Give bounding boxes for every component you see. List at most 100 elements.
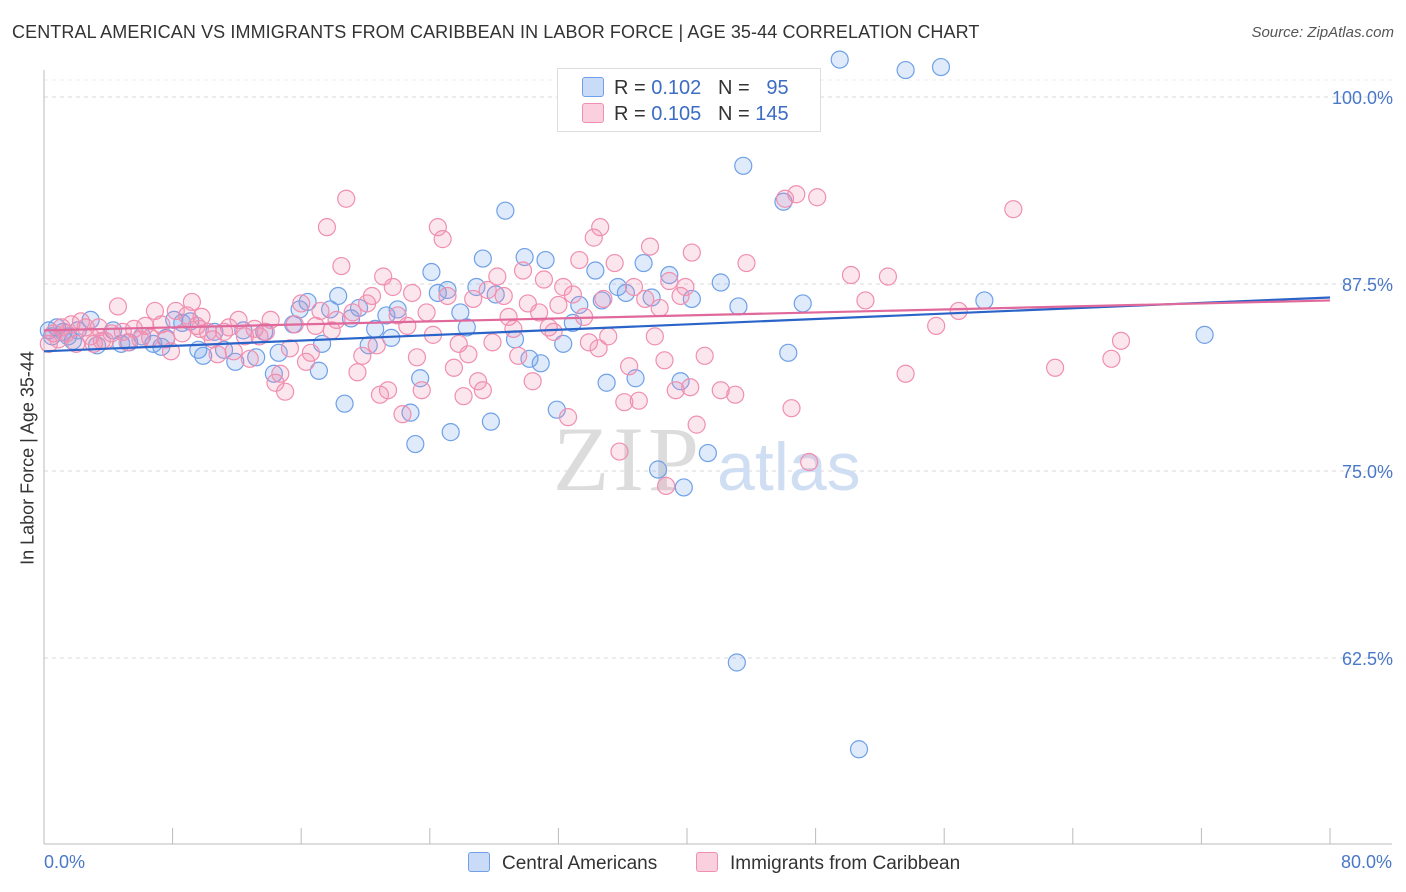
source-label: Source: ZipAtlas.com (1251, 24, 1394, 41)
data-point (444, 358, 464, 377)
bottom-legend-central-americans: Central Americans (468, 852, 657, 875)
data-point (438, 280, 457, 300)
data-point (348, 363, 367, 382)
data-point (830, 50, 849, 69)
data-point (1111, 331, 1131, 350)
stats-legend: R = 0.102 N = 95 R = 0.105 N = 145 (557, 68, 821, 132)
data-point (504, 319, 523, 338)
legend-r-value: 0.102 (651, 77, 702, 99)
data-point (509, 346, 528, 365)
data-point (640, 237, 660, 256)
data-point (136, 316, 155, 335)
data-point (335, 394, 354, 413)
data-point (473, 381, 492, 400)
data-point (76, 318, 95, 337)
data-point (896, 364, 915, 383)
data-point (321, 300, 340, 319)
data-point (438, 286, 457, 306)
data-point (264, 364, 283, 383)
data-point (650, 298, 669, 318)
legend-n-value: 95 (766, 77, 789, 99)
data-point (727, 653, 746, 672)
data-point (467, 277, 486, 297)
watermark-zip: ZIP (553, 408, 703, 510)
data-point (337, 189, 356, 208)
data-point (520, 349, 539, 368)
data-point (441, 423, 460, 442)
data-point (671, 372, 690, 391)
data-point (194, 346, 213, 365)
data-point (800, 452, 819, 472)
data-point (393, 405, 412, 424)
data-point (734, 156, 753, 175)
data-point (367, 336, 386, 355)
y-tick-label: 100.0% (1332, 88, 1393, 108)
data-point (584, 228, 603, 247)
data-point (454, 387, 473, 406)
data-point (269, 343, 288, 362)
legend-row-central-americans: R = 0.102 N = 95 (582, 77, 789, 99)
data-point (931, 57, 951, 77)
data-point (1046, 358, 1065, 377)
data-point (558, 408, 578, 427)
data-point (586, 261, 605, 280)
y-tick-label: 87.5% (1342, 275, 1393, 295)
data-point (597, 373, 616, 392)
data-point (208, 345, 227, 364)
data-point (190, 319, 210, 338)
data-point (666, 381, 685, 400)
data-point (298, 292, 317, 312)
data-point (549, 295, 568, 315)
watermark-atlas: atlas (717, 429, 861, 505)
data-point (634, 253, 653, 273)
data-point (737, 253, 756, 273)
data-point (676, 277, 695, 297)
data-point (388, 300, 407, 319)
data-point (499, 307, 518, 327)
axes (43, 70, 1392, 845)
data-point (362, 286, 382, 306)
x-tick-label-min: 0.0% (44, 852, 86, 872)
data-point (620, 357, 639, 376)
data-point (329, 286, 348, 306)
data-point (166, 301, 185, 321)
data-point (398, 316, 417, 335)
data-point (726, 385, 745, 404)
data-point (343, 303, 362, 322)
data-point (808, 188, 827, 207)
data-point (534, 270, 554, 289)
data-point (629, 391, 648, 410)
data-point (412, 381, 431, 400)
data-point (311, 301, 330, 321)
data-point (327, 310, 346, 330)
data-point (473, 249, 492, 268)
data-point (515, 247, 534, 267)
x-tick-label-max: 80.0% (1340, 852, 1392, 872)
data-point (276, 382, 295, 401)
data-point (615, 393, 634, 412)
data-point (594, 289, 613, 309)
data-point (464, 289, 483, 309)
data-point (1004, 200, 1023, 219)
data-point (655, 351, 674, 370)
data-point (140, 328, 160, 347)
data-point (896, 60, 915, 80)
data-point (563, 285, 582, 304)
data-point (383, 277, 402, 297)
legend-n-value: 145 (755, 103, 789, 125)
bottom-legend-swatch-blue (468, 852, 490, 872)
data-point (483, 333, 502, 352)
bottom-legend-label: Immigrants from Caribbean (730, 853, 961, 874)
data-point (407, 348, 427, 367)
data-point (1102, 349, 1121, 368)
data-point (711, 381, 730, 400)
data-point (332, 256, 351, 276)
bottom-legend-label: Central Americans (502, 853, 658, 874)
data-point (317, 218, 337, 237)
data-point (406, 434, 425, 454)
data-point (975, 291, 994, 310)
data-point (478, 280, 497, 300)
data-point (648, 460, 668, 479)
chart-title: CENTRAL AMERICAN VS IMMIGRANTS FROM CARI… (12, 22, 980, 42)
